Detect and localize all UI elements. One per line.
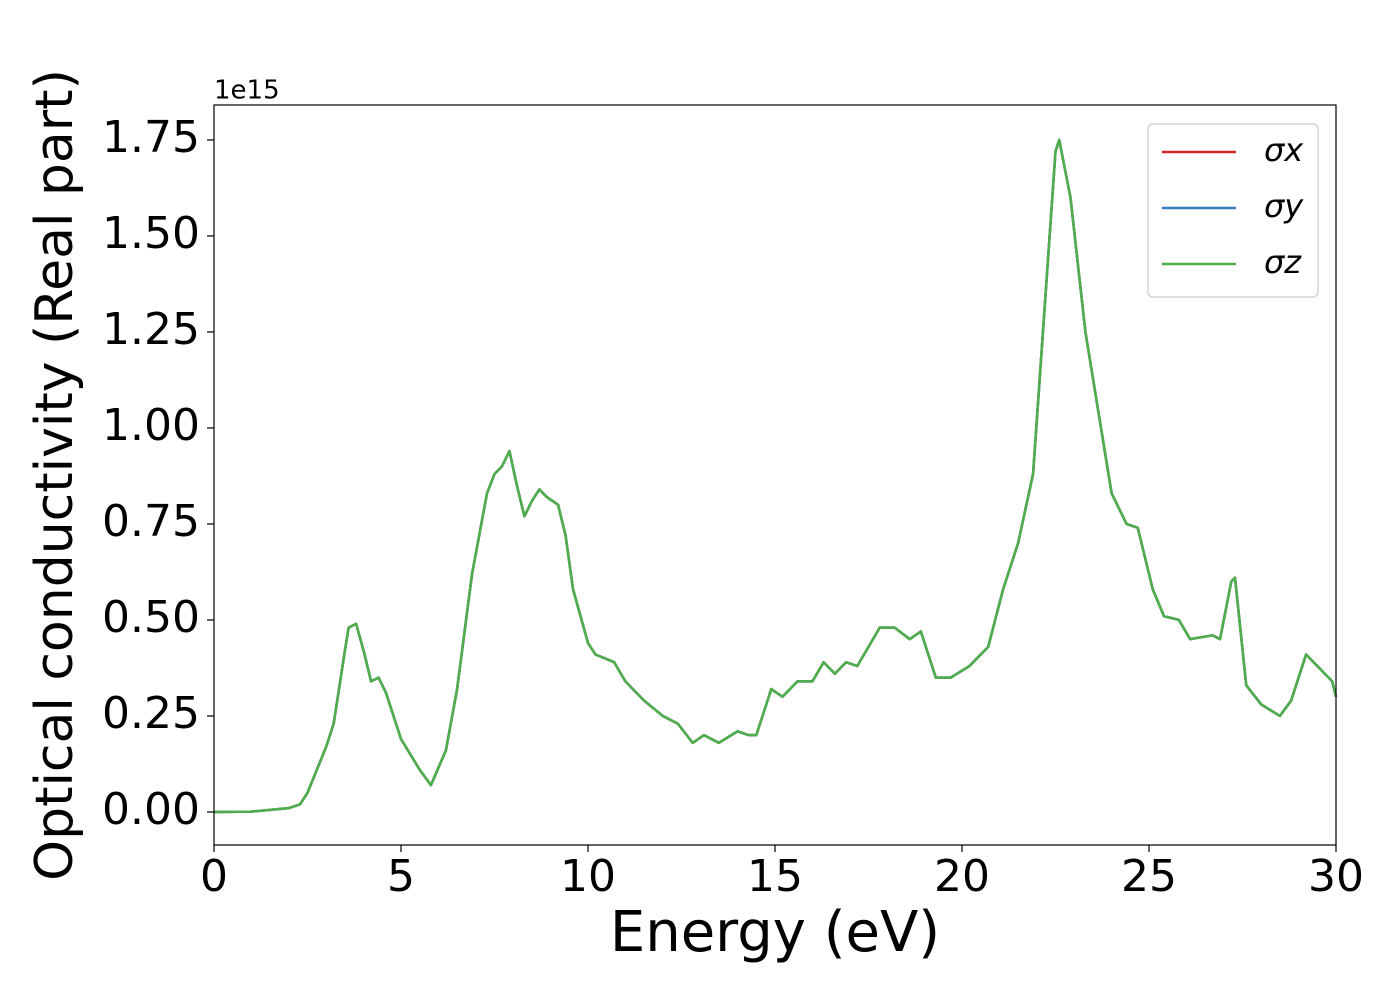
- x-tick-label: 25: [1121, 851, 1177, 902]
- legend-label: σx: [1264, 131, 1304, 169]
- series-line: [213, 138, 1338, 814]
- legend-label: σy: [1264, 187, 1304, 225]
- y-tick-label: 0.75: [102, 496, 200, 547]
- x-tick-label: 30: [1308, 851, 1364, 902]
- y-tick-label: 1.50: [102, 208, 200, 259]
- y-tick-label: 1.75: [102, 112, 200, 163]
- x-tick-label: 15: [747, 851, 803, 902]
- y-axis-label: Optical conductivity (Real part): [25, 69, 85, 881]
- x-tick-label: 5: [387, 851, 415, 902]
- x-axis-label: Energy (eV): [610, 900, 940, 965]
- y-tick-label: 0.50: [102, 592, 200, 643]
- y-tick-label: 1.00: [102, 400, 200, 451]
- legend-label: σz: [1264, 243, 1302, 281]
- legend-box: [1147, 123, 1319, 298]
- x-tick-label: 20: [934, 851, 990, 902]
- y-offset-label: 1e15: [214, 76, 280, 106]
- y-tick-label: 0.25: [102, 688, 200, 739]
- y-tick-label: 0.00: [102, 784, 200, 835]
- x-tick-label: 0: [200, 851, 228, 902]
- x-tick-label: 10: [560, 851, 616, 902]
- y-tick-label: 1.25: [102, 304, 200, 355]
- plot-frame: [213, 104, 1337, 846]
